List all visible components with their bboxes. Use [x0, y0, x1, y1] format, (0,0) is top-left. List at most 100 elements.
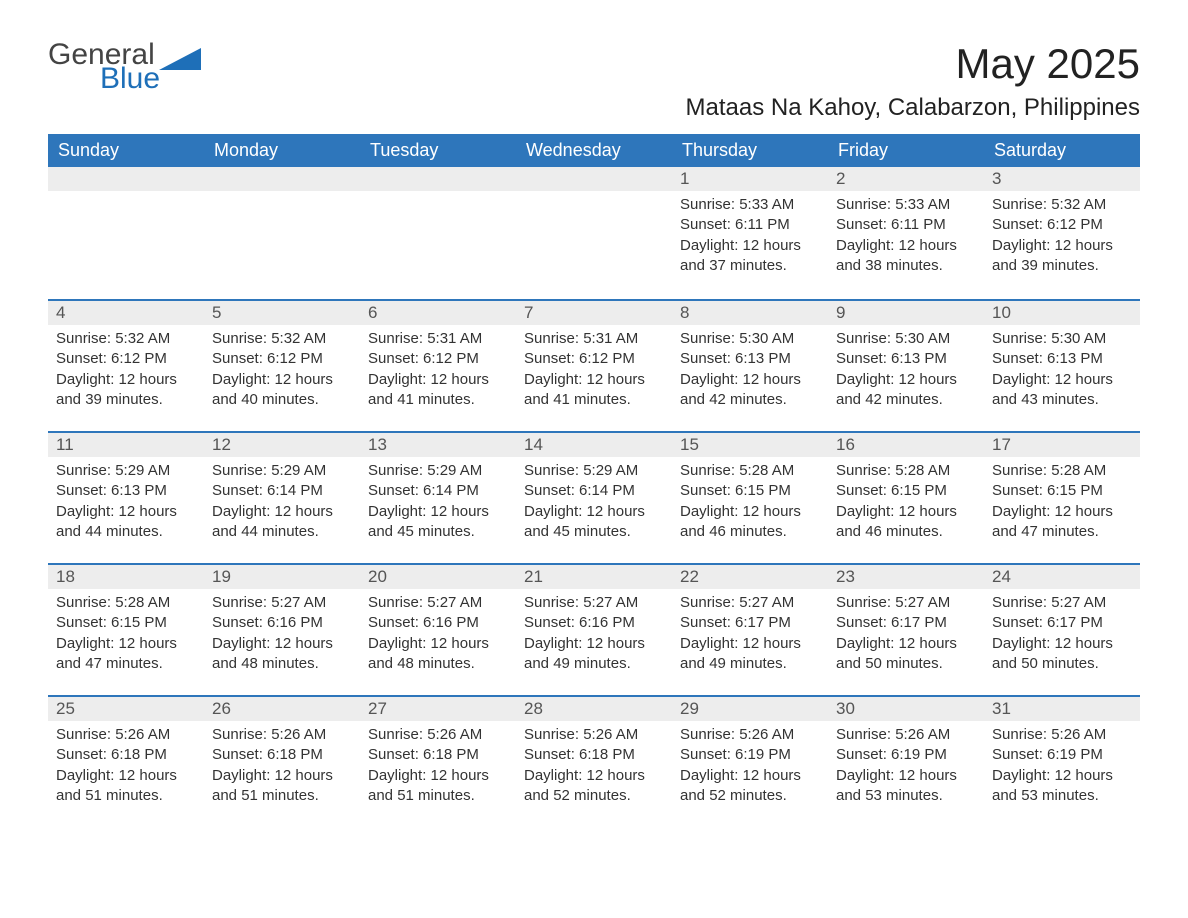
sunrise-line: Sunrise: 5:31 AM: [524, 329, 664, 349]
calendar-day-cell: 4Sunrise: 5:32 AMSunset: 6:12 PMDaylight…: [48, 299, 204, 431]
sunset-line: Sunset: 6:18 PM: [212, 745, 352, 765]
day-details: Sunrise: 5:26 AMSunset: 6:18 PMDaylight:…: [48, 721, 204, 816]
day-number: 7: [516, 299, 672, 325]
day-details: Sunrise: 5:26 AMSunset: 6:18 PMDaylight:…: [360, 721, 516, 816]
day-details: Sunrise: 5:27 AMSunset: 6:17 PMDaylight:…: [672, 589, 828, 684]
sunset-line: Sunset: 6:14 PM: [368, 481, 508, 501]
logo-triangle-icon: [159, 48, 201, 70]
day-number: 9: [828, 299, 984, 325]
weekday-header: Tuesday: [360, 134, 516, 167]
daylight-line: Daylight: 12 hours and 51 minutes.: [212, 766, 352, 807]
calendar-day-cell: 6Sunrise: 5:31 AMSunset: 6:12 PMDaylight…: [360, 299, 516, 431]
day-number: 6: [360, 299, 516, 325]
day-number: 12: [204, 431, 360, 457]
daylight-line: Daylight: 12 hours and 52 minutes.: [524, 766, 664, 807]
calendar-day-cell: 28Sunrise: 5:26 AMSunset: 6:18 PMDayligh…: [516, 695, 672, 827]
calendar-day-cell: 3Sunrise: 5:32 AMSunset: 6:12 PMDaylight…: [984, 167, 1140, 299]
calendar-empty-cell: [48, 167, 204, 299]
calendar-day-cell: 25Sunrise: 5:26 AMSunset: 6:18 PMDayligh…: [48, 695, 204, 827]
daylight-line: Daylight: 12 hours and 37 minutes.: [680, 236, 820, 277]
day-details: Sunrise: 5:30 AMSunset: 6:13 PMDaylight:…: [672, 325, 828, 420]
daylight-line: Daylight: 12 hours and 47 minutes.: [56, 634, 196, 675]
daylight-line: Daylight: 12 hours and 51 minutes.: [368, 766, 508, 807]
sunrise-line: Sunrise: 5:26 AM: [680, 725, 820, 745]
day-details: Sunrise: 5:31 AMSunset: 6:12 PMDaylight:…: [360, 325, 516, 420]
day-number: 16: [828, 431, 984, 457]
sunrise-line: Sunrise: 5:30 AM: [680, 329, 820, 349]
day-details: Sunrise: 5:26 AMSunset: 6:19 PMDaylight:…: [672, 721, 828, 816]
daylight-line: Daylight: 12 hours and 50 minutes.: [836, 634, 976, 675]
sunset-line: Sunset: 6:19 PM: [680, 745, 820, 765]
daylight-line: Daylight: 12 hours and 48 minutes.: [212, 634, 352, 675]
calendar-body: 1Sunrise: 5:33 AMSunset: 6:11 PMDaylight…: [48, 167, 1140, 827]
calendar-day-cell: 17Sunrise: 5:28 AMSunset: 6:15 PMDayligh…: [984, 431, 1140, 563]
title-block: May 2025 Mataas Na Kahoy, Calabarzon, Ph…: [686, 40, 1140, 130]
daylight-line: Daylight: 12 hours and 46 minutes.: [680, 502, 820, 543]
daylight-line: Daylight: 12 hours and 43 minutes.: [992, 370, 1132, 411]
day-details: Sunrise: 5:30 AMSunset: 6:13 PMDaylight:…: [984, 325, 1140, 420]
sunset-line: Sunset: 6:15 PM: [56, 613, 196, 633]
weekday-header-row: SundayMondayTuesdayWednesdayThursdayFrid…: [48, 134, 1140, 167]
day-number: 21: [516, 563, 672, 589]
calendar-day-cell: 24Sunrise: 5:27 AMSunset: 6:17 PMDayligh…: [984, 563, 1140, 695]
daylight-line: Daylight: 12 hours and 53 minutes.: [992, 766, 1132, 807]
day-number: 23: [828, 563, 984, 589]
sunset-line: Sunset: 6:17 PM: [836, 613, 976, 633]
weekday-header: Friday: [828, 134, 984, 167]
day-number: 18: [48, 563, 204, 589]
calendar-day-cell: 22Sunrise: 5:27 AMSunset: 6:17 PMDayligh…: [672, 563, 828, 695]
day-number: 13: [360, 431, 516, 457]
sunrise-line: Sunrise: 5:31 AM: [368, 329, 508, 349]
day-details: Sunrise: 5:26 AMSunset: 6:19 PMDaylight:…: [984, 721, 1140, 816]
day-details: Sunrise: 5:32 AMSunset: 6:12 PMDaylight:…: [984, 191, 1140, 286]
header: General Blue May 2025 Mataas Na Kahoy, C…: [48, 40, 1140, 130]
calendar-empty-cell: [360, 167, 516, 299]
calendar-day-cell: 14Sunrise: 5:29 AMSunset: 6:14 PMDayligh…: [516, 431, 672, 563]
calendar-day-cell: 2Sunrise: 5:33 AMSunset: 6:11 PMDaylight…: [828, 167, 984, 299]
sunset-line: Sunset: 6:18 PM: [56, 745, 196, 765]
calendar-day-cell: 29Sunrise: 5:26 AMSunset: 6:19 PMDayligh…: [672, 695, 828, 827]
day-details: Sunrise: 5:27 AMSunset: 6:16 PMDaylight:…: [516, 589, 672, 684]
sunset-line: Sunset: 6:19 PM: [992, 745, 1132, 765]
calendar-day-cell: 10Sunrise: 5:30 AMSunset: 6:13 PMDayligh…: [984, 299, 1140, 431]
day-number: 31: [984, 695, 1140, 721]
sunrise-line: Sunrise: 5:26 AM: [212, 725, 352, 745]
calendar-week-row: 25Sunrise: 5:26 AMSunset: 6:18 PMDayligh…: [48, 695, 1140, 827]
day-details: Sunrise: 5:32 AMSunset: 6:12 PMDaylight:…: [48, 325, 204, 420]
calendar-day-cell: 20Sunrise: 5:27 AMSunset: 6:16 PMDayligh…: [360, 563, 516, 695]
day-number: 19: [204, 563, 360, 589]
day-number: 5: [204, 299, 360, 325]
day-details: Sunrise: 5:31 AMSunset: 6:12 PMDaylight:…: [516, 325, 672, 420]
day-details: Sunrise: 5:29 AMSunset: 6:14 PMDaylight:…: [360, 457, 516, 552]
daylight-line: Daylight: 12 hours and 42 minutes.: [680, 370, 820, 411]
day-details: Sunrise: 5:29 AMSunset: 6:14 PMDaylight:…: [516, 457, 672, 552]
calendar-week-row: 1Sunrise: 5:33 AMSunset: 6:11 PMDaylight…: [48, 167, 1140, 299]
day-number: 24: [984, 563, 1140, 589]
sunrise-line: Sunrise: 5:26 AM: [56, 725, 196, 745]
sunset-line: Sunset: 6:19 PM: [836, 745, 976, 765]
day-number: 15: [672, 431, 828, 457]
day-details: Sunrise: 5:26 AMSunset: 6:19 PMDaylight:…: [828, 721, 984, 816]
sunrise-line: Sunrise: 5:32 AM: [56, 329, 196, 349]
sunrise-line: Sunrise: 5:29 AM: [368, 461, 508, 481]
sunrise-line: Sunrise: 5:27 AM: [368, 593, 508, 613]
daylight-line: Daylight: 12 hours and 47 minutes.: [992, 502, 1132, 543]
sunrise-line: Sunrise: 5:32 AM: [212, 329, 352, 349]
day-details: Sunrise: 5:33 AMSunset: 6:11 PMDaylight:…: [828, 191, 984, 286]
sunset-line: Sunset: 6:17 PM: [680, 613, 820, 633]
sunrise-line: Sunrise: 5:28 AM: [680, 461, 820, 481]
day-details: Sunrise: 5:26 AMSunset: 6:18 PMDaylight:…: [204, 721, 360, 816]
sunset-line: Sunset: 6:13 PM: [56, 481, 196, 501]
calendar-empty-cell: [204, 167, 360, 299]
sunset-line: Sunset: 6:12 PM: [56, 349, 196, 369]
day-details: Sunrise: 5:28 AMSunset: 6:15 PMDaylight:…: [984, 457, 1140, 552]
day-number: 20: [360, 563, 516, 589]
weekday-header: Wednesday: [516, 134, 672, 167]
sunrise-line: Sunrise: 5:28 AM: [836, 461, 976, 481]
daylight-line: Daylight: 12 hours and 39 minutes.: [992, 236, 1132, 277]
sunset-line: Sunset: 6:17 PM: [992, 613, 1132, 633]
daylight-line: Daylight: 12 hours and 38 minutes.: [836, 236, 976, 277]
sunrise-line: Sunrise: 5:27 AM: [212, 593, 352, 613]
sunset-line: Sunset: 6:12 PM: [212, 349, 352, 369]
calendar-day-cell: 21Sunrise: 5:27 AMSunset: 6:16 PMDayligh…: [516, 563, 672, 695]
